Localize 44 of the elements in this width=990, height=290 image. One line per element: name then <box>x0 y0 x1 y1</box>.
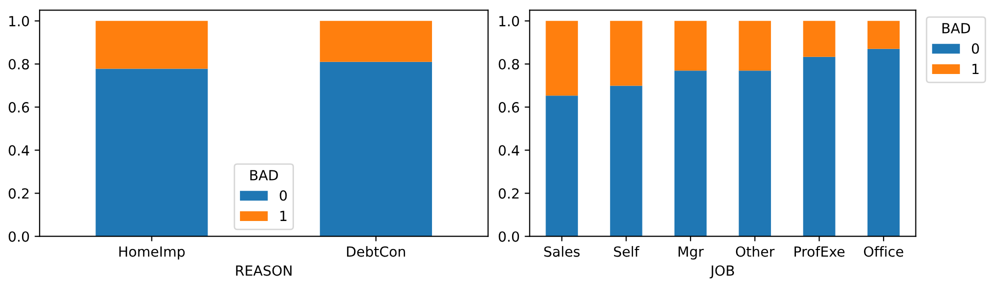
y-tick-label: 0.2 <box>8 188 28 199</box>
y-tick-label: 0.6 <box>8 102 30 113</box>
x-tick-label: ProfExe <box>794 246 844 257</box>
y-tick-label: 0.4 <box>498 145 520 156</box>
y-tick-label: 0.0 <box>8 231 29 242</box>
bar <box>867 48 900 236</box>
x-tick-label: DebtCon <box>347 246 406 257</box>
x-tick-label: Mgr <box>678 246 704 260</box>
y-tick-label: 0.2 <box>498 188 519 199</box>
bar <box>546 20 578 96</box>
x-tick-label: Other <box>736 246 775 257</box>
x-tick-label: Self <box>614 246 640 257</box>
x-tick-label: Office <box>864 246 904 257</box>
y-tick-label: 0.0 <box>498 231 520 242</box>
bar <box>738 20 771 71</box>
bar <box>867 20 900 49</box>
x-axis-title: REASON <box>236 265 292 276</box>
legend-label: 0 <box>280 190 287 201</box>
bar <box>546 96 578 236</box>
y-tick-label: 0.6 <box>498 102 520 113</box>
bar <box>738 70 771 236</box>
bar <box>96 68 208 236</box>
legend-label: 1 <box>280 210 286 221</box>
legend-label: 1 <box>972 64 979 74</box>
y-tick-label: 1.0 <box>499 16 520 26</box>
bar <box>674 70 707 236</box>
bar <box>803 56 836 236</box>
x-axis-title: JOB <box>710 265 734 278</box>
legend-title: BAD <box>942 23 970 34</box>
bar <box>320 20 432 62</box>
y-tick-label: 1.0 <box>9 16 29 26</box>
y-tick-label: 0.8 <box>8 58 29 70</box>
legend-label: 0 <box>972 43 979 54</box>
bar <box>674 20 707 71</box>
bar <box>610 20 642 86</box>
x-tick-label: HomeImp <box>119 246 185 260</box>
legend-title: BAD <box>250 170 278 180</box>
y-tick-label: 0.4 <box>8 145 30 156</box>
bar <box>610 86 642 236</box>
bar <box>803 20 836 57</box>
bar <box>96 20 208 69</box>
bar <box>320 62 432 236</box>
x-tick-label: Sales <box>544 246 580 257</box>
y-tick-label: 0.8 <box>498 58 519 70</box>
